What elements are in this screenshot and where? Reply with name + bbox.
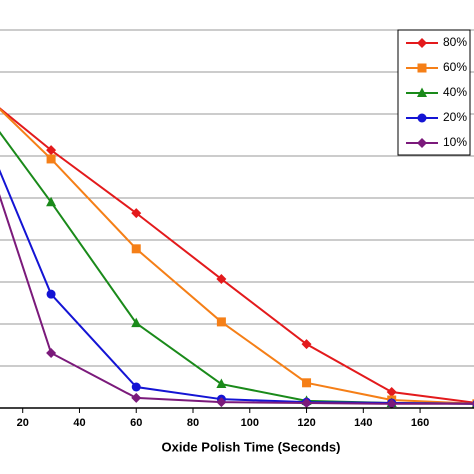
- marker: [301, 339, 312, 350]
- marker: [386, 398, 397, 409]
- x-tick-label: 160: [411, 417, 429, 429]
- marker: [216, 378, 227, 389]
- marker: [301, 397, 312, 408]
- marker: [131, 208, 142, 219]
- legend-label: 40%: [443, 85, 467, 99]
- marker: [417, 38, 427, 48]
- legend-label: 60%: [443, 60, 467, 74]
- legend-label: 80%: [443, 35, 467, 49]
- marker: [471, 401, 474, 406]
- marker: [131, 392, 142, 403]
- x-tick-label: 20: [17, 417, 29, 429]
- series-line: [0, 169, 474, 405]
- marker: [46, 145, 57, 156]
- legend-label: 20%: [443, 110, 467, 124]
- marker: [46, 347, 57, 358]
- x-tick-label: 60: [130, 417, 142, 429]
- marker: [302, 378, 312, 388]
- plot-area: [0, 29, 474, 409]
- marker: [46, 289, 56, 299]
- marker: [131, 382, 141, 392]
- marker: [216, 274, 227, 285]
- x-axis-title: Oxide Polish Time (Seconds): [162, 439, 341, 454]
- marker: [131, 317, 142, 328]
- marker: [417, 138, 427, 148]
- series-line: [0, 130, 474, 405]
- x-tick-label: 140: [354, 417, 372, 429]
- x-tick-label: 40: [73, 417, 85, 429]
- marker: [417, 113, 427, 123]
- marker: [46, 154, 56, 164]
- legend-label: 10%: [443, 135, 467, 149]
- marker: [46, 196, 57, 207]
- marker: [417, 63, 427, 73]
- marker: [386, 387, 397, 398]
- marker: [131, 244, 141, 254]
- x-tick-label: 120: [297, 417, 315, 429]
- x-tick-label: 100: [241, 417, 259, 429]
- marker: [417, 87, 427, 97]
- marker: [216, 317, 226, 327]
- x-tick-label: 80: [187, 417, 199, 429]
- marker: [216, 397, 227, 408]
